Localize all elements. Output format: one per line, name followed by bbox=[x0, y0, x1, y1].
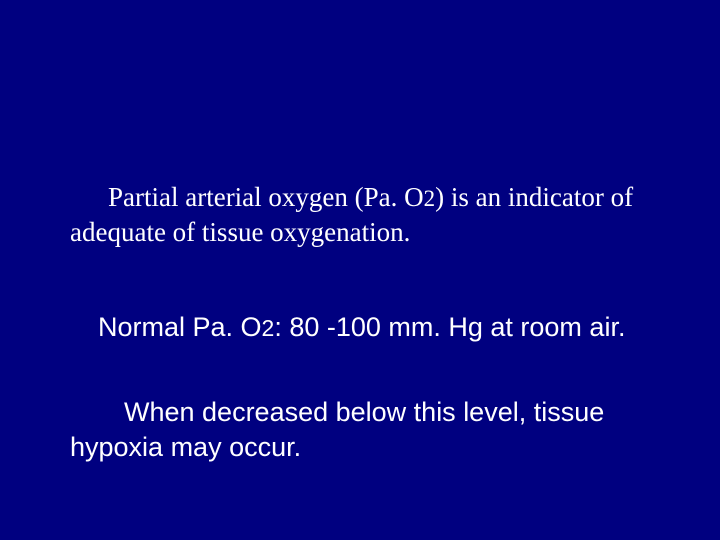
p1-pre: Partial arterial oxygen (Pa. O bbox=[108, 182, 424, 212]
slide: Partial arterial oxygen (Pa. O2) is an i… bbox=[0, 0, 720, 540]
p1-sub: 2 bbox=[424, 186, 435, 211]
p2-post: : 80 -100 mm. Hg at room air. bbox=[274, 312, 625, 342]
p3-text: When decreased below this level, tissue … bbox=[70, 397, 604, 462]
p2-sub: 2 bbox=[262, 315, 275, 341]
paragraph-1: Partial arterial oxygen (Pa. O2) is an i… bbox=[70, 180, 660, 249]
paragraph-3: When decreased below this level, tissue … bbox=[70, 395, 660, 465]
p2-pre: Normal Pa. O bbox=[98, 312, 262, 342]
paragraph-2: Normal Pa. O2: 80 -100 mm. Hg at room ai… bbox=[70, 310, 660, 345]
